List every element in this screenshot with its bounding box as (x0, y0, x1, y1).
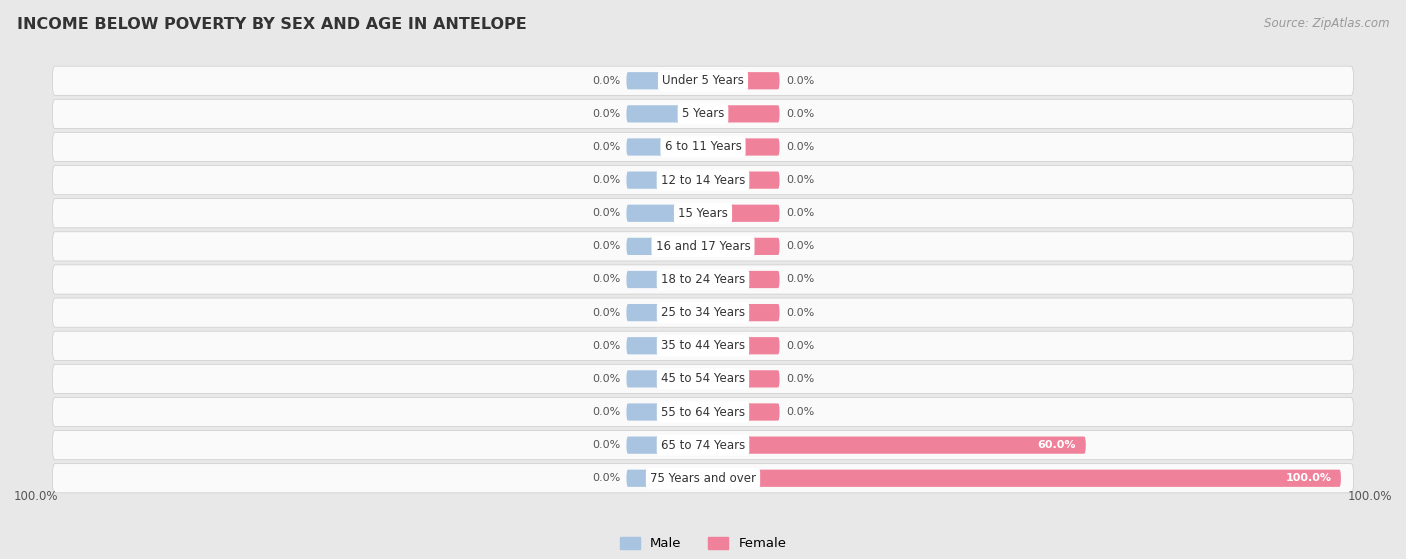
Text: 0.0%: 0.0% (786, 142, 814, 152)
FancyBboxPatch shape (627, 238, 703, 255)
FancyBboxPatch shape (703, 205, 779, 222)
Text: Source: ZipAtlas.com: Source: ZipAtlas.com (1264, 17, 1389, 30)
FancyBboxPatch shape (52, 298, 1354, 327)
FancyBboxPatch shape (703, 172, 779, 189)
Text: 0.0%: 0.0% (592, 241, 620, 252)
Text: 18 to 24 Years: 18 to 24 Years (661, 273, 745, 286)
Text: 0.0%: 0.0% (786, 175, 814, 185)
FancyBboxPatch shape (52, 232, 1354, 261)
Text: 25 to 34 Years: 25 to 34 Years (661, 306, 745, 319)
FancyBboxPatch shape (52, 66, 1354, 96)
Text: 5 Years: 5 Years (682, 107, 724, 120)
FancyBboxPatch shape (627, 470, 703, 487)
FancyBboxPatch shape (52, 397, 1354, 427)
FancyBboxPatch shape (52, 364, 1354, 394)
Text: 12 to 14 Years: 12 to 14 Years (661, 174, 745, 187)
Text: 0.0%: 0.0% (786, 274, 814, 285)
Text: 16 and 17 Years: 16 and 17 Years (655, 240, 751, 253)
FancyBboxPatch shape (627, 337, 703, 354)
Text: 0.0%: 0.0% (592, 75, 620, 86)
FancyBboxPatch shape (627, 205, 703, 222)
FancyBboxPatch shape (52, 265, 1354, 294)
Text: 35 to 44 Years: 35 to 44 Years (661, 339, 745, 352)
Text: 60.0%: 60.0% (1038, 440, 1076, 450)
FancyBboxPatch shape (52, 198, 1354, 228)
Text: 0.0%: 0.0% (592, 109, 620, 119)
Text: INCOME BELOW POVERTY BY SEX AND AGE IN ANTELOPE: INCOME BELOW POVERTY BY SEX AND AGE IN A… (17, 17, 527, 32)
FancyBboxPatch shape (703, 337, 779, 354)
Text: 0.0%: 0.0% (786, 109, 814, 119)
FancyBboxPatch shape (703, 238, 779, 255)
Text: 0.0%: 0.0% (786, 307, 814, 318)
FancyBboxPatch shape (52, 430, 1354, 459)
Text: 0.0%: 0.0% (592, 473, 620, 484)
Text: 100.0%: 100.0% (1285, 473, 1331, 484)
FancyBboxPatch shape (627, 437, 703, 454)
Text: 0.0%: 0.0% (786, 241, 814, 252)
Text: 0.0%: 0.0% (592, 307, 620, 318)
Text: Under 5 Years: Under 5 Years (662, 74, 744, 87)
Text: 45 to 54 Years: 45 to 54 Years (661, 372, 745, 385)
Text: 0.0%: 0.0% (786, 341, 814, 350)
FancyBboxPatch shape (703, 271, 779, 288)
Text: 6 to 11 Years: 6 to 11 Years (665, 140, 741, 154)
Text: 0.0%: 0.0% (592, 175, 620, 185)
Text: 0.0%: 0.0% (786, 407, 814, 417)
FancyBboxPatch shape (52, 331, 1354, 361)
FancyBboxPatch shape (703, 105, 779, 122)
Text: 100.0%: 100.0% (1347, 490, 1392, 503)
FancyBboxPatch shape (627, 72, 703, 89)
Text: 0.0%: 0.0% (786, 374, 814, 384)
Legend: Male, Female: Male, Female (620, 537, 786, 550)
FancyBboxPatch shape (703, 404, 779, 420)
Text: 65 to 74 Years: 65 to 74 Years (661, 439, 745, 452)
Text: 0.0%: 0.0% (592, 407, 620, 417)
Text: 0.0%: 0.0% (592, 209, 620, 218)
FancyBboxPatch shape (627, 172, 703, 189)
Text: 0.0%: 0.0% (786, 209, 814, 218)
FancyBboxPatch shape (703, 470, 1341, 487)
Text: 100.0%: 100.0% (14, 490, 59, 503)
Text: 0.0%: 0.0% (592, 374, 620, 384)
FancyBboxPatch shape (627, 139, 703, 155)
Text: 0.0%: 0.0% (592, 274, 620, 285)
Text: 0.0%: 0.0% (786, 75, 814, 86)
FancyBboxPatch shape (52, 132, 1354, 162)
Text: 0.0%: 0.0% (592, 440, 620, 450)
Text: 0.0%: 0.0% (592, 142, 620, 152)
Text: 75 Years and over: 75 Years and over (650, 472, 756, 485)
FancyBboxPatch shape (703, 437, 1085, 454)
Text: 55 to 64 Years: 55 to 64 Years (661, 405, 745, 419)
FancyBboxPatch shape (703, 370, 779, 387)
FancyBboxPatch shape (52, 463, 1354, 493)
FancyBboxPatch shape (52, 165, 1354, 195)
FancyBboxPatch shape (52, 100, 1354, 129)
Text: 15 Years: 15 Years (678, 207, 728, 220)
FancyBboxPatch shape (627, 105, 703, 122)
FancyBboxPatch shape (627, 271, 703, 288)
FancyBboxPatch shape (703, 304, 779, 321)
FancyBboxPatch shape (703, 72, 779, 89)
FancyBboxPatch shape (627, 404, 703, 420)
Text: 0.0%: 0.0% (592, 341, 620, 350)
FancyBboxPatch shape (627, 370, 703, 387)
FancyBboxPatch shape (627, 304, 703, 321)
FancyBboxPatch shape (703, 139, 779, 155)
